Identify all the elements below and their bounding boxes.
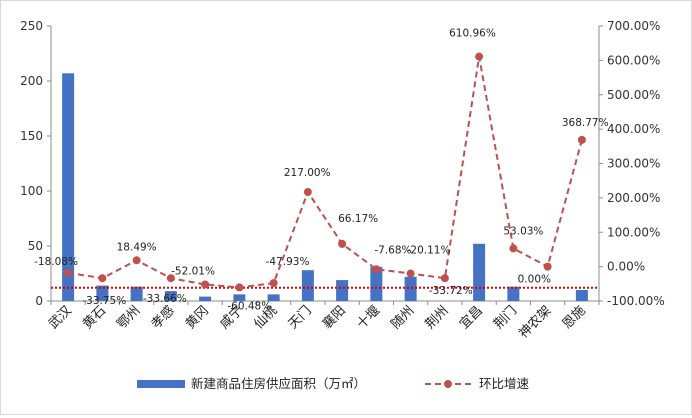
growth-point — [475, 52, 484, 61]
growth-point — [269, 279, 278, 288]
bar — [267, 294, 280, 301]
right-tick-label: 600.00% — [607, 53, 660, 67]
data-label: -20.11% — [407, 245, 451, 257]
growth-point — [166, 274, 175, 283]
category-label: 神农架 — [516, 303, 554, 341]
left-tick-label: 150 — [20, 129, 43, 143]
data-label: -18.08% — [34, 256, 78, 268]
growth-point — [543, 262, 552, 271]
bar — [164, 291, 177, 301]
bar — [404, 276, 417, 301]
growth-point — [338, 239, 347, 248]
bar — [336, 280, 349, 301]
growth-point — [64, 268, 73, 277]
data-label: 217.00% — [284, 167, 331, 179]
right-tick-label: 100.00% — [607, 225, 660, 239]
data-label: -33.72% — [429, 285, 473, 297]
growth-line — [67, 56, 583, 289]
growth-point — [440, 274, 449, 283]
category-label: 宜昌 — [457, 303, 486, 332]
category-label: 黄石 — [80, 303, 109, 332]
data-label: 18.49% — [117, 241, 157, 253]
growth-point — [372, 265, 381, 274]
growth-point — [303, 188, 312, 197]
right-tick-label: 300.00% — [607, 157, 660, 171]
category-label: 黄冈 — [183, 303, 212, 332]
right-tick-label: 0.00% — [607, 260, 645, 274]
right-tick-label: 400.00% — [607, 122, 660, 136]
data-label: -60.48% — [227, 300, 271, 312]
growth-point — [577, 135, 586, 144]
category-label: 鄂州 — [114, 303, 143, 332]
growth-point — [235, 283, 244, 292]
category-label: 荆门 — [490, 303, 520, 333]
bar — [575, 290, 588, 301]
left-tick-label: 0 — [35, 294, 43, 308]
growth-point — [509, 244, 518, 253]
category-label: 武汉 — [46, 303, 75, 332]
data-label: -33.66% — [143, 293, 187, 305]
left-tick-label: 250 — [20, 19, 43, 33]
category-label: 恩施 — [560, 303, 589, 332]
bar — [301, 270, 314, 301]
data-label: 610.96% — [449, 28, 496, 40]
right-tick-label: 200.00% — [607, 191, 660, 205]
right-tick-label: 500.00% — [607, 88, 660, 102]
growth-point — [98, 274, 107, 283]
category-label: 天门 — [286, 303, 315, 332]
legend-swatch-bar — [137, 380, 185, 388]
bar — [370, 266, 383, 301]
bar — [96, 285, 109, 301]
left-tick-label: 50 — [28, 239, 43, 253]
bar — [199, 296, 212, 301]
right-tick-label: 700.00% — [607, 19, 660, 33]
category-label: 孝感 — [148, 303, 178, 333]
bar — [130, 286, 143, 301]
data-label: 368.77% — [562, 117, 609, 129]
data-label: 66.17% — [338, 213, 378, 225]
data-label: -47.93% — [266, 256, 310, 268]
legend-label-bar: 新建商品住房供应面积（万㎡） — [191, 376, 366, 391]
growth-point — [201, 280, 210, 289]
category-label: 随州 — [388, 303, 417, 332]
growth-point — [406, 269, 415, 278]
category-label: 十堰 — [354, 303, 383, 332]
category-label: 荆州 — [422, 303, 452, 333]
data-label: 53.03% — [503, 225, 543, 237]
bar — [233, 294, 246, 301]
left-tick-label: 200 — [20, 74, 43, 88]
legend-marker-line — [444, 380, 452, 388]
data-label: -7.68% — [374, 244, 411, 256]
data-label: -52.01% — [171, 266, 215, 278]
growth-point — [132, 256, 141, 265]
bar — [507, 286, 520, 301]
bar — [473, 243, 486, 301]
bar — [62, 73, 75, 301]
data-label: -33.75% — [82, 295, 126, 307]
legend-label-line: 环比增速 — [479, 376, 530, 391]
left-tick-label: 100 — [20, 184, 43, 198]
right-tick-label: -100.00% — [607, 294, 665, 308]
data-label: 0.00% — [518, 274, 551, 286]
category-label: 襄阳 — [319, 303, 349, 333]
